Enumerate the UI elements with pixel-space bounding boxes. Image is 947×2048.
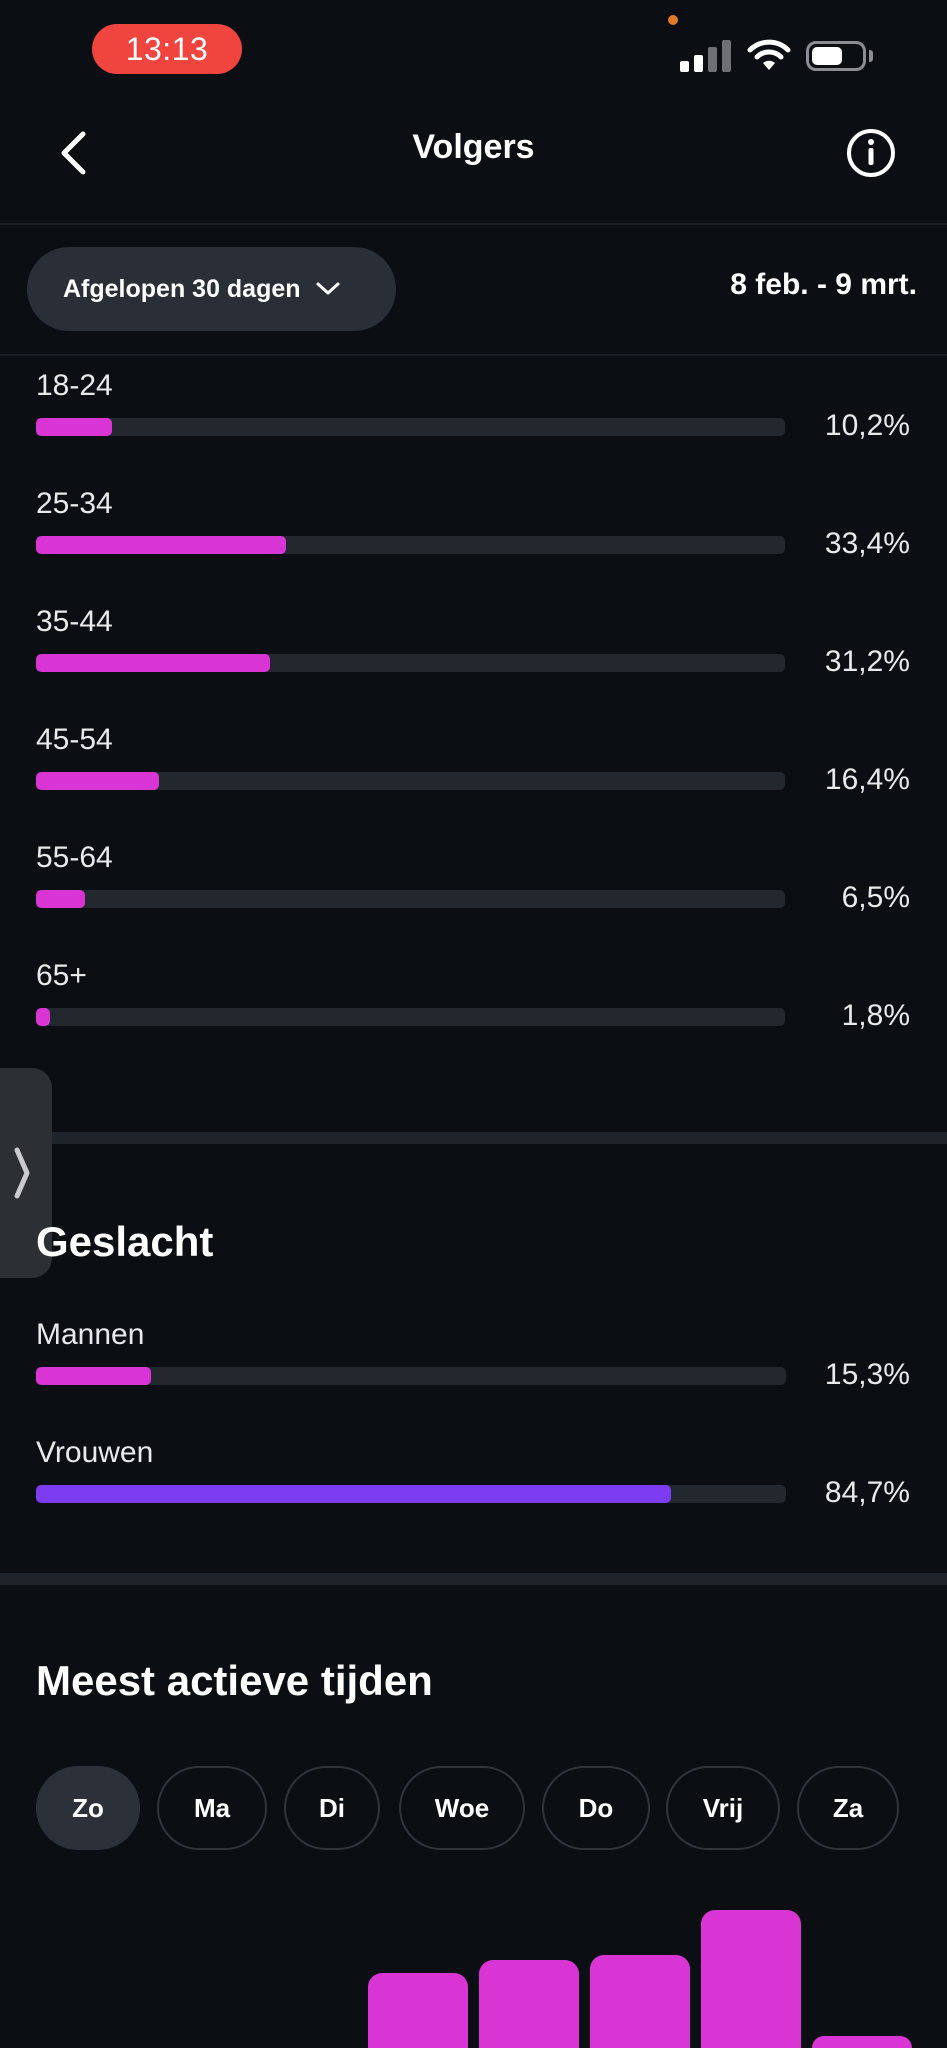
age-bar-track bbox=[36, 1008, 785, 1026]
gender-bar-track bbox=[36, 1367, 786, 1385]
age-bar-track bbox=[36, 772, 785, 790]
wifi-icon bbox=[747, 39, 791, 70]
privacy-indicator-dot bbox=[668, 15, 678, 25]
age-bar-track bbox=[36, 536, 785, 554]
period-label: Afgelopen 30 dagen bbox=[63, 274, 301, 303]
status-time: 13:13 bbox=[92, 24, 242, 74]
battery-icon bbox=[806, 41, 866, 71]
cellular-signal-icon bbox=[680, 40, 732, 72]
age-value: 6,5% bbox=[841, 881, 910, 914]
day-pill-woe[interactable]: Woe bbox=[399, 1766, 525, 1850]
battery-tip bbox=[869, 50, 873, 62]
activity-bar bbox=[479, 1960, 579, 2048]
gender-value: 15,3% bbox=[824, 1358, 910, 1391]
day-pill-do[interactable]: Do bbox=[542, 1766, 650, 1850]
activity-bar bbox=[812, 2036, 912, 2048]
age-bar-fill bbox=[36, 418, 113, 436]
section-divider bbox=[0, 1573, 947, 1585]
age-bar-fill bbox=[36, 772, 159, 790]
age-bar-fill bbox=[36, 1008, 50, 1026]
filter-divider bbox=[0, 354, 947, 356]
day-pill-zo[interactable]: Zo bbox=[36, 1766, 140, 1850]
gender-value: 84,7% bbox=[824, 1476, 910, 1509]
gender-bar-fill bbox=[36, 1367, 151, 1385]
age-value: 31,2% bbox=[824, 645, 910, 678]
activity-bar bbox=[368, 1973, 468, 2048]
age-value: 10,2% bbox=[824, 409, 910, 442]
age-bar-track bbox=[36, 654, 785, 672]
age-bar-fill bbox=[36, 654, 270, 672]
activity-bar bbox=[590, 1955, 690, 2048]
age-value: 1,8% bbox=[841, 999, 910, 1032]
day-pill-vrij[interactable]: Vrij bbox=[666, 1766, 780, 1850]
age-label: 55-64 bbox=[36, 841, 113, 874]
age-label: 45-54 bbox=[36, 723, 113, 756]
age-label: 18-24 bbox=[36, 369, 113, 402]
age-label: 35-44 bbox=[36, 605, 113, 638]
chevron-down-icon bbox=[316, 282, 340, 295]
age-bar-fill bbox=[36, 890, 85, 908]
chevron-right-icon bbox=[14, 1147, 30, 1199]
gender-section-title: Geslacht bbox=[36, 1218, 214, 1265]
info-circle-icon[interactable] bbox=[845, 127, 897, 179]
chevron-left-icon[interactable] bbox=[50, 122, 98, 184]
period-dropdown-button[interactable]: Afgelopen 30 dagen bbox=[27, 247, 396, 331]
age-bar-fill bbox=[36, 536, 287, 554]
gender-label: Vrouwen bbox=[36, 1436, 154, 1469]
day-pill-di[interactable]: Di bbox=[284, 1766, 380, 1850]
header-divider bbox=[0, 223, 947, 225]
page-title: Volgers bbox=[412, 128, 535, 166]
side-panel-tab[interactable] bbox=[0, 1068, 52, 1278]
gender-bar-fill bbox=[36, 1485, 672, 1503]
age-label: 65+ bbox=[36, 959, 87, 992]
age-label: 25-34 bbox=[36, 487, 113, 520]
day-pill-ma[interactable]: Ma bbox=[157, 1766, 267, 1850]
age-value: 33,4% bbox=[824, 527, 910, 560]
gender-label: Mannen bbox=[36, 1318, 145, 1351]
age-bar-track bbox=[36, 418, 785, 436]
section-divider bbox=[0, 1132, 947, 1144]
age-bar-track bbox=[36, 890, 785, 908]
gender-bar-track bbox=[36, 1485, 786, 1503]
age-value: 16,4% bbox=[824, 763, 910, 796]
activity-bar bbox=[701, 1910, 801, 2048]
date-range: 8 feb. - 9 mrt. bbox=[730, 268, 917, 301]
active-times-title: Meest actieve tijden bbox=[36, 1657, 433, 1704]
day-pill-za[interactable]: Za bbox=[797, 1766, 899, 1850]
